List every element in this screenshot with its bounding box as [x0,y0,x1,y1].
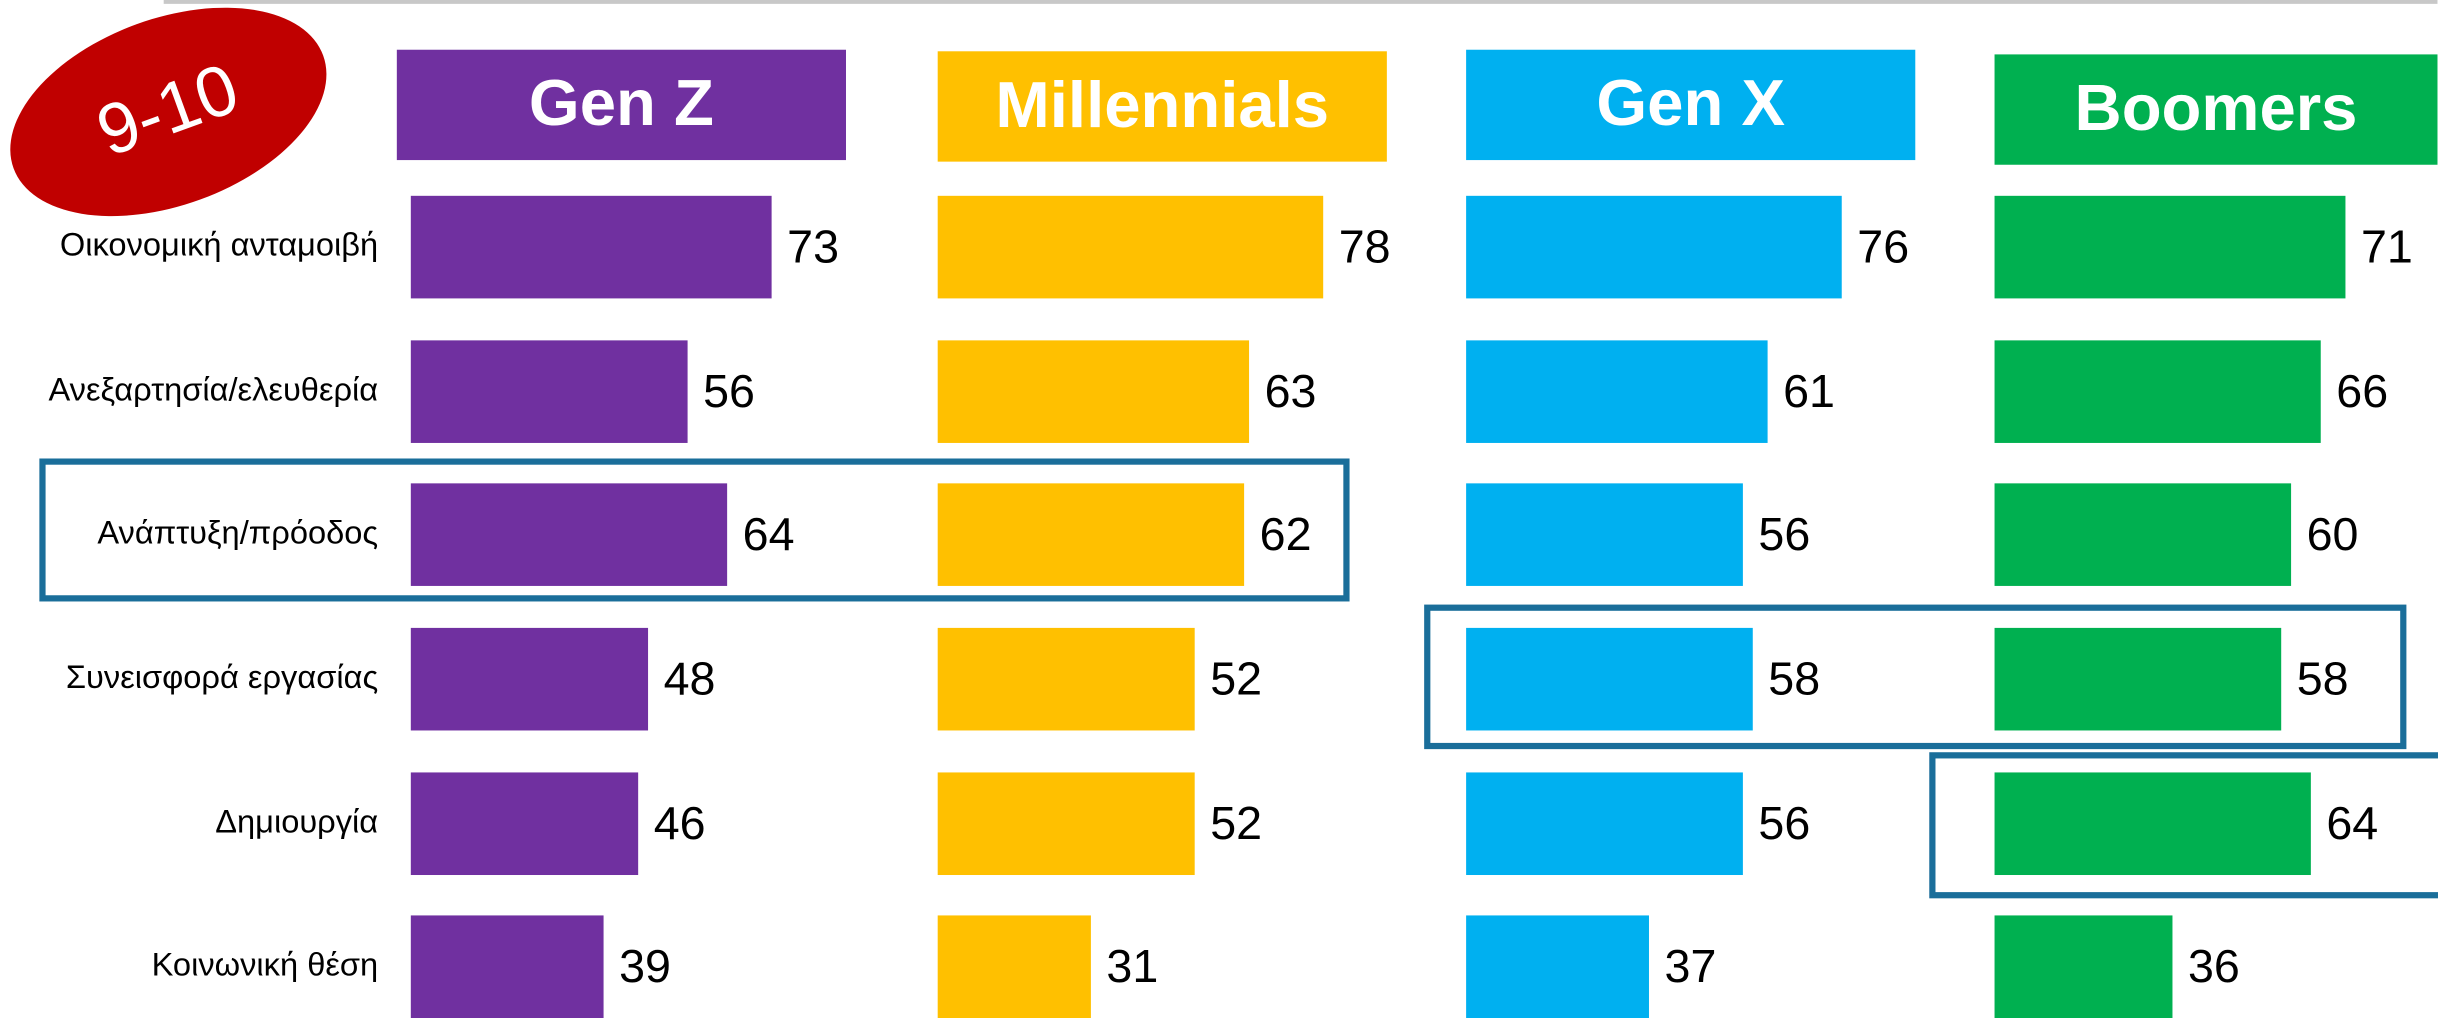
bar [1994,340,2321,443]
highlight-box [1929,752,2438,899]
category-label: Οικονομική ανταμοιβή [60,226,378,263]
bar [1466,915,1649,1018]
value-label: 58 [1768,653,1820,705]
bar [937,483,1245,586]
value-label: 56 [1758,508,1810,560]
value-label: 66 [2336,365,2388,417]
bar [1466,772,1743,876]
value-label: 52 [1210,797,1262,849]
category-label: Δημιουργία [215,802,378,839]
value-label: 46 [654,797,706,849]
panel-title: Millennials [995,68,1329,141]
bar [937,195,1324,299]
value-label: 36 [2188,940,2240,992]
value-label: 78 [1339,221,1391,273]
bar [1466,627,1753,731]
category-label: Κοινωνική θέση [152,945,379,982]
bar [1466,195,1842,299]
highlight-box [1424,604,2407,750]
bar [937,340,1250,443]
category-label: Ανεξαρτησία/ελευθερία [49,370,379,407]
bar [1994,483,2292,586]
bar [410,772,639,876]
value-label: 73 [787,221,839,273]
bar [937,627,1195,731]
panel-title: Gen Z [529,66,714,139]
badge-shape [10,7,327,217]
value-label: 48 [664,653,716,705]
value-label: 62 [1260,508,1312,560]
bar [410,915,604,1018]
value-label: 61 [1783,365,1835,417]
value-label: 64 [743,508,795,560]
value-label: 31 [1106,940,1158,992]
panel-header [396,49,846,161]
bar [1994,195,2346,299]
bar [410,195,772,299]
bar [1466,340,1768,443]
category-label: Συνεισφορά εργασίας [66,658,378,695]
bar [1994,772,2311,876]
bar [1466,483,1743,586]
value-label: 64 [2326,797,2378,849]
panel-title: Gen X [1596,66,1785,139]
category-label: Ανάπτυξη/πρόοδος [97,513,378,550]
badge: 9-10 [10,7,327,217]
highlight-box [39,458,1350,602]
panel-title: Boomers [2075,71,2358,144]
bar [410,627,649,731]
bar [937,915,1091,1018]
panel-header [1994,54,2438,165]
value-label: 37 [1665,940,1717,992]
value-label: 71 [2361,221,2413,273]
value-label: 58 [2297,653,2349,705]
value-label: 56 [703,365,755,417]
value-label: 63 [1265,365,1317,417]
bar [1994,915,2173,1018]
bar [410,340,688,443]
bar [937,772,1195,876]
value-label: 76 [1857,221,1909,273]
value-label: 56 [1758,797,1810,849]
value-label: 39 [619,940,671,992]
bar [1994,627,2282,731]
bar [410,483,728,586]
value-label: 52 [1210,653,1262,705]
panel-header [1466,49,1916,161]
panel-header [937,51,1387,162]
value-label: 60 [2307,508,2359,560]
